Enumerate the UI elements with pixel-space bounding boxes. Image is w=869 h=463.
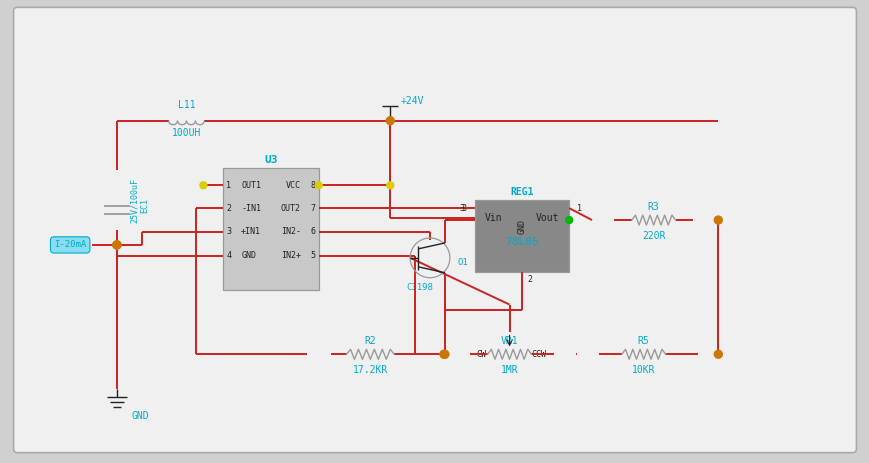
Text: 10KR: 10KR	[632, 365, 655, 375]
Text: IN2+: IN2+	[281, 251, 301, 260]
Text: 6: 6	[311, 227, 315, 237]
Text: 3: 3	[461, 204, 467, 213]
Text: 7: 7	[311, 204, 315, 213]
Text: 220R: 220R	[642, 231, 666, 241]
Text: CW: CW	[477, 350, 487, 359]
Text: 3: 3	[460, 204, 465, 213]
Text: 3: 3	[226, 227, 231, 237]
Text: C3198: C3198	[407, 283, 434, 292]
Text: -IN1: -IN1	[242, 204, 262, 213]
Circle shape	[387, 182, 394, 189]
Text: GND: GND	[242, 251, 256, 260]
Circle shape	[441, 350, 449, 358]
Text: IN2-: IN2-	[281, 227, 301, 237]
Text: O1: O1	[458, 258, 468, 267]
Text: VCC: VCC	[286, 181, 301, 190]
Text: 78L05: 78L05	[505, 237, 539, 247]
FancyBboxPatch shape	[474, 200, 569, 272]
Text: U3: U3	[264, 156, 278, 165]
Text: R5: R5	[638, 336, 650, 346]
Text: OUT2: OUT2	[281, 204, 301, 213]
Circle shape	[200, 182, 207, 189]
Text: 5: 5	[311, 251, 315, 260]
Text: GND: GND	[517, 219, 527, 233]
Text: REG1: REG1	[510, 187, 534, 197]
Text: I-20mA: I-20mA	[54, 240, 86, 250]
Text: OUT1: OUT1	[242, 181, 262, 190]
Text: VR1: VR1	[501, 336, 519, 346]
Circle shape	[315, 182, 322, 189]
Circle shape	[566, 217, 573, 224]
Text: L11: L11	[177, 100, 196, 110]
Text: +IN1: +IN1	[242, 227, 262, 237]
Text: R3: R3	[647, 202, 660, 212]
FancyBboxPatch shape	[14, 7, 857, 453]
Text: +24V: +24V	[401, 96, 424, 106]
Text: R2: R2	[364, 336, 376, 346]
Circle shape	[387, 117, 395, 125]
Text: 1: 1	[226, 181, 231, 190]
Text: CCW: CCW	[532, 350, 547, 359]
FancyBboxPatch shape	[223, 169, 319, 290]
Text: Vout: Vout	[536, 213, 560, 223]
Text: Vin: Vin	[485, 213, 502, 223]
Text: 25V/100uF: 25V/100uF	[130, 178, 139, 223]
Circle shape	[113, 241, 121, 249]
Text: 17.2KR: 17.2KR	[353, 365, 388, 375]
Text: 2: 2	[527, 275, 532, 284]
Text: 100UH: 100UH	[172, 128, 202, 138]
Text: 1: 1	[577, 204, 582, 213]
Text: EC1: EC1	[140, 198, 149, 213]
Circle shape	[113, 241, 121, 249]
Text: GND: GND	[132, 411, 149, 421]
Text: 4: 4	[226, 251, 231, 260]
Circle shape	[113, 241, 121, 249]
Circle shape	[440, 350, 448, 358]
Circle shape	[714, 350, 722, 358]
Text: 2: 2	[226, 204, 231, 213]
Circle shape	[714, 216, 722, 224]
Text: 1MR: 1MR	[501, 365, 519, 375]
Text: 8: 8	[311, 181, 315, 190]
